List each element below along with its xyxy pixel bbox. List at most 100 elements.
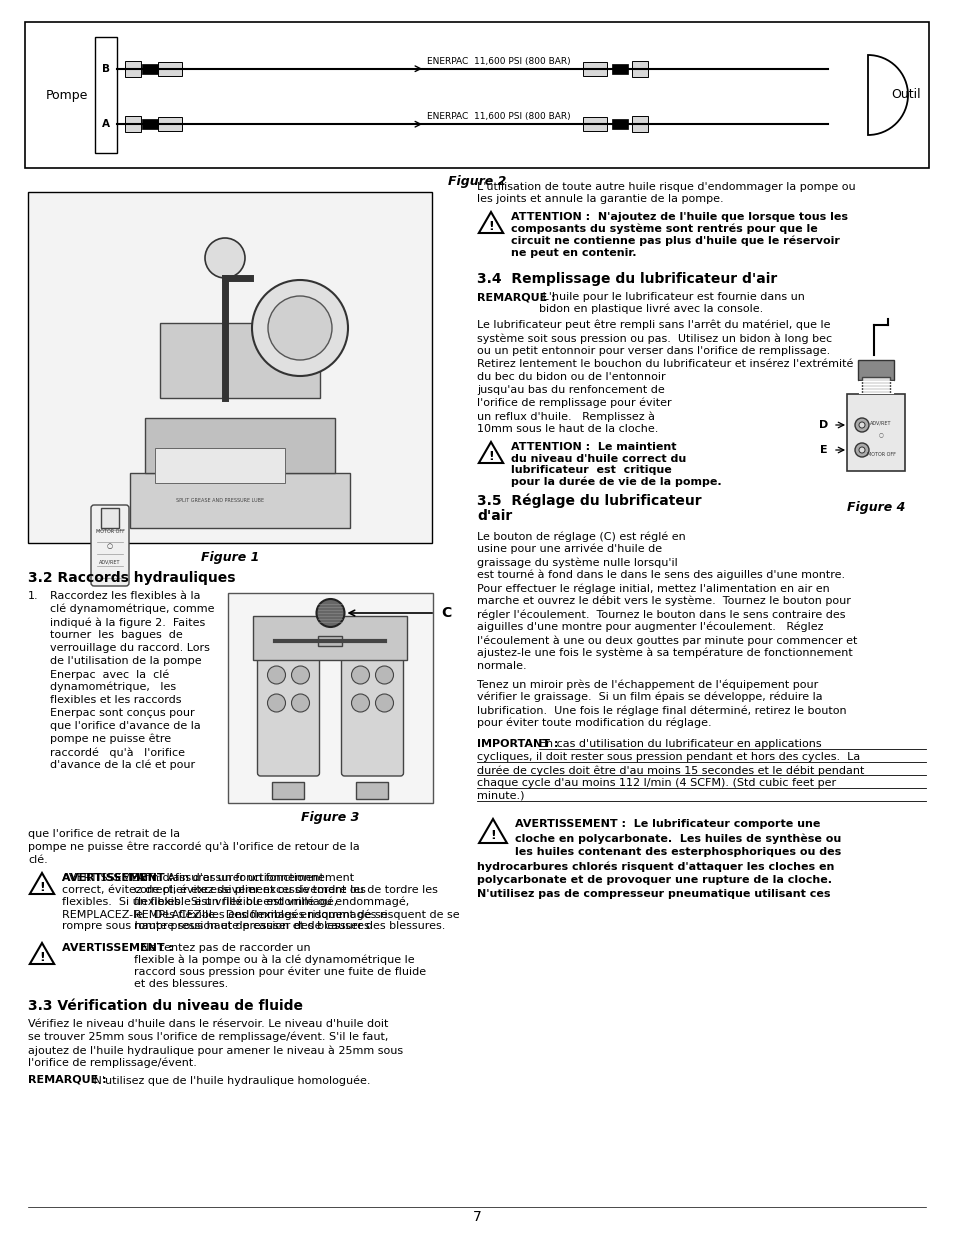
Text: Le bouton de réglage (C) est réglé en: Le bouton de réglage (C) est réglé en	[476, 531, 685, 541]
Text: d'air: d'air	[476, 509, 512, 522]
FancyBboxPatch shape	[862, 377, 889, 395]
Text: !: !	[39, 951, 45, 965]
Circle shape	[292, 638, 309, 656]
Text: SPLIT GREASE AND PRESSURE LUBE: SPLIT GREASE AND PRESSURE LUBE	[175, 498, 264, 503]
Text: AVERTISSEMENT :: AVERTISSEMENT :	[62, 873, 176, 883]
Text: Le lubrificateur peut être rempli sans l'arrêt du matériel, que le: Le lubrificateur peut être rempli sans l…	[476, 320, 830, 331]
Circle shape	[267, 638, 285, 656]
Text: l'orifice de remplissage pour éviter: l'orifice de remplissage pour éviter	[476, 398, 671, 409]
Text: En cas d'utilisation du lubrificateur en applications: En cas d'utilisation du lubrificateur en…	[538, 739, 821, 748]
Wedge shape	[867, 56, 907, 135]
Text: marche et ouvrez le débit vers le système.  Tournez le bouton pour: marche et ouvrez le débit vers le systèm…	[476, 597, 850, 606]
Text: Raccordez les flexibles à la: Raccordez les flexibles à la	[50, 592, 200, 601]
FancyBboxPatch shape	[158, 62, 182, 75]
Text: L'utilisation de toute autre huile risque d'endommager la pompe ou
les joints et: L'utilisation de toute autre huile risqu…	[476, 182, 855, 204]
Text: REMARQUE :: REMARQUE :	[476, 291, 558, 303]
Text: cloche en polycarbonate.  Les huiles de synthèse ou: cloche en polycarbonate. Les huiles de s…	[515, 832, 841, 844]
Circle shape	[351, 666, 369, 684]
FancyBboxPatch shape	[25, 22, 928, 168]
Polygon shape	[30, 944, 54, 965]
Text: ATTENTION :  Le maintient
du niveau d'huile correct du
lubrificateur  est  criti: ATTENTION : Le maintient du niveau d'hui…	[511, 442, 720, 488]
Circle shape	[292, 694, 309, 713]
Text: B: B	[102, 64, 110, 74]
Text: AVERTISSEMENT :  Le lubrificateur comporte une: AVERTISSEMENT : Le lubrificateur comport…	[515, 819, 820, 829]
Text: Enerpac sont conçus pour: Enerpac sont conçus pour	[50, 708, 194, 718]
FancyBboxPatch shape	[125, 61, 141, 77]
Text: indiqué à la figure 2.  Faites: indiqué à la figure 2. Faites	[50, 618, 205, 627]
Circle shape	[205, 238, 245, 278]
FancyBboxPatch shape	[273, 782, 304, 799]
Text: ENERPAC  11,600 PSI (800 BAR): ENERPAC 11,600 PSI (800 BAR)	[427, 112, 570, 121]
FancyBboxPatch shape	[356, 782, 388, 799]
Text: durée de cycles doit être d'au moins 15 secondes et le débit pendant: durée de cycles doit être d'au moins 15 …	[476, 764, 863, 776]
FancyBboxPatch shape	[228, 593, 433, 803]
Text: jusqu'au bas du renfoncement de: jusqu'au bas du renfoncement de	[476, 385, 664, 395]
Circle shape	[351, 694, 369, 713]
Text: 3.5  Réglage du lubrificateur: 3.5 Réglage du lubrificateur	[476, 494, 700, 509]
Circle shape	[351, 638, 369, 656]
Circle shape	[854, 417, 868, 432]
Text: ajoutez de l'huile hydraulique pour amener le niveau à 25mm sous: ajoutez de l'huile hydraulique pour amen…	[28, 1045, 403, 1056]
Text: pour éviter toute modification du réglage.: pour éviter toute modification du réglag…	[476, 718, 711, 729]
Text: C: C	[440, 606, 451, 620]
Text: les huiles contenant des esterphosphoriques ou des: les huiles contenant des esterphosphoriq…	[515, 847, 841, 857]
Circle shape	[268, 296, 332, 359]
Text: Retirez lentement le bouchon du lubrificateur et insérez l'extrémité: Retirez lentement le bouchon du lubrific…	[476, 359, 853, 369]
FancyBboxPatch shape	[257, 650, 319, 776]
Text: dynamométrique,   les: dynamométrique, les	[50, 682, 176, 693]
Text: hydrocarbures chlorés risquent d'attaquer les cloches en: hydrocarbures chlorés risquent d'attaque…	[476, 861, 834, 872]
FancyBboxPatch shape	[91, 505, 129, 585]
FancyBboxPatch shape	[142, 64, 158, 74]
Text: clé dynamométrique, comme: clé dynamométrique, comme	[50, 604, 214, 615]
Text: usine pour une arrivée d'huile de: usine pour une arrivée d'huile de	[476, 543, 661, 555]
Polygon shape	[478, 819, 506, 844]
Circle shape	[375, 694, 393, 713]
Text: Pour effectuer le réglage initial, mettez l'alimentation en air en: Pour effectuer le réglage initial, mette…	[476, 583, 829, 594]
Text: flexibles et les raccords: flexibles et les raccords	[50, 695, 181, 705]
FancyBboxPatch shape	[145, 417, 335, 473]
Text: Figure 2: Figure 2	[447, 175, 506, 189]
Text: est tourné à fond dans le dans le sens des aiguilles d'une montre.: est tourné à fond dans le dans le sens d…	[476, 571, 844, 580]
Text: l'orifice de remplissage/évent.: l'orifice de remplissage/évent.	[28, 1058, 196, 1068]
Polygon shape	[30, 873, 54, 894]
Text: REMARQUE :: REMARQUE :	[28, 1074, 111, 1086]
Circle shape	[854, 443, 868, 457]
Polygon shape	[478, 212, 502, 233]
Text: !: !	[39, 882, 45, 894]
Circle shape	[375, 638, 393, 656]
Text: AVERTISSEMENT :: AVERTISSEMENT :	[62, 944, 176, 953]
Text: ATTENTION :  N'ajoutez de l'huile que lorsque tous les
composants du système son: ATTENTION : N'ajoutez de l'huile que lor…	[511, 212, 847, 258]
Text: ADV/RET: ADV/RET	[99, 559, 121, 564]
Text: verrouillage du raccord. Lors: verrouillage du raccord. Lors	[50, 643, 210, 653]
Text: Pompe: Pompe	[46, 89, 89, 101]
Text: minute.): minute.)	[476, 790, 524, 802]
Text: système soit sous pression ou pas.  Utilisez un bidon à long bec: système soit sous pression ou pas. Utili…	[476, 333, 831, 343]
FancyBboxPatch shape	[341, 650, 403, 776]
Text: vérifier le graissage.  Si un film épais se développe, réduire la: vérifier le graissage. Si un film épais …	[476, 692, 821, 703]
Text: raccordé   qu'à   l'orifice: raccordé qu'à l'orifice	[50, 747, 185, 757]
Circle shape	[267, 694, 285, 713]
Text: Figure 3: Figure 3	[301, 810, 359, 824]
Text: 3.2 Raccords hydrauliques: 3.2 Raccords hydrauliques	[28, 571, 235, 585]
Text: ENERPAC  11,600 PSI (800 BAR): ENERPAC 11,600 PSI (800 BAR)	[427, 57, 570, 65]
FancyBboxPatch shape	[857, 359, 893, 380]
Text: lubrification.  Une fois le réglage final déterminé, retirez le bouton: lubrification. Une fois le réglage final…	[476, 705, 845, 715]
Text: Vérifiez le niveau d'huile dans le réservoir. Le niveau d'huile doit: Vérifiez le niveau d'huile dans le réser…	[28, 1019, 388, 1029]
Text: Ne tentez pas de raccorder un
flexible à la pompe ou à la clé dynamométrique le
: Ne tentez pas de raccorder un flexible à…	[133, 944, 426, 989]
Text: N'utilisez que de l'huile hydraulique homologuée.: N'utilisez que de l'huile hydraulique ho…	[90, 1074, 370, 1086]
Text: cycliques, il doit rester sous pression pendant et hors des cycles.  La: cycliques, il doit rester sous pression …	[476, 752, 860, 762]
Text: !: !	[488, 451, 494, 463]
FancyBboxPatch shape	[846, 394, 904, 471]
Text: IMPORTANT :: IMPORTANT :	[476, 739, 565, 748]
Text: que l'orifice de retrait de la: que l'orifice de retrait de la	[28, 829, 180, 839]
Text: 10mm sous le haut de la cloche.: 10mm sous le haut de la cloche.	[476, 424, 658, 433]
Text: polycarbonate et de provoquer une rupture de la cloche.: polycarbonate et de provoquer une ruptur…	[476, 876, 831, 885]
Text: Outil: Outil	[890, 89, 920, 101]
Circle shape	[858, 447, 864, 453]
FancyBboxPatch shape	[612, 120, 627, 130]
Text: !: !	[490, 829, 496, 842]
Text: aiguilles d'une montre pour augmenter l'écoulement.   Réglez: aiguilles d'une montre pour augmenter l'…	[476, 622, 822, 632]
Text: pompe ne puisse être raccordé qu'à l'orifice de retour de la: pompe ne puisse être raccordé qu'à l'ori…	[28, 842, 359, 852]
Text: ○: ○	[878, 432, 882, 437]
Text: tourner  les  bagues  de: tourner les bagues de	[50, 630, 183, 640]
